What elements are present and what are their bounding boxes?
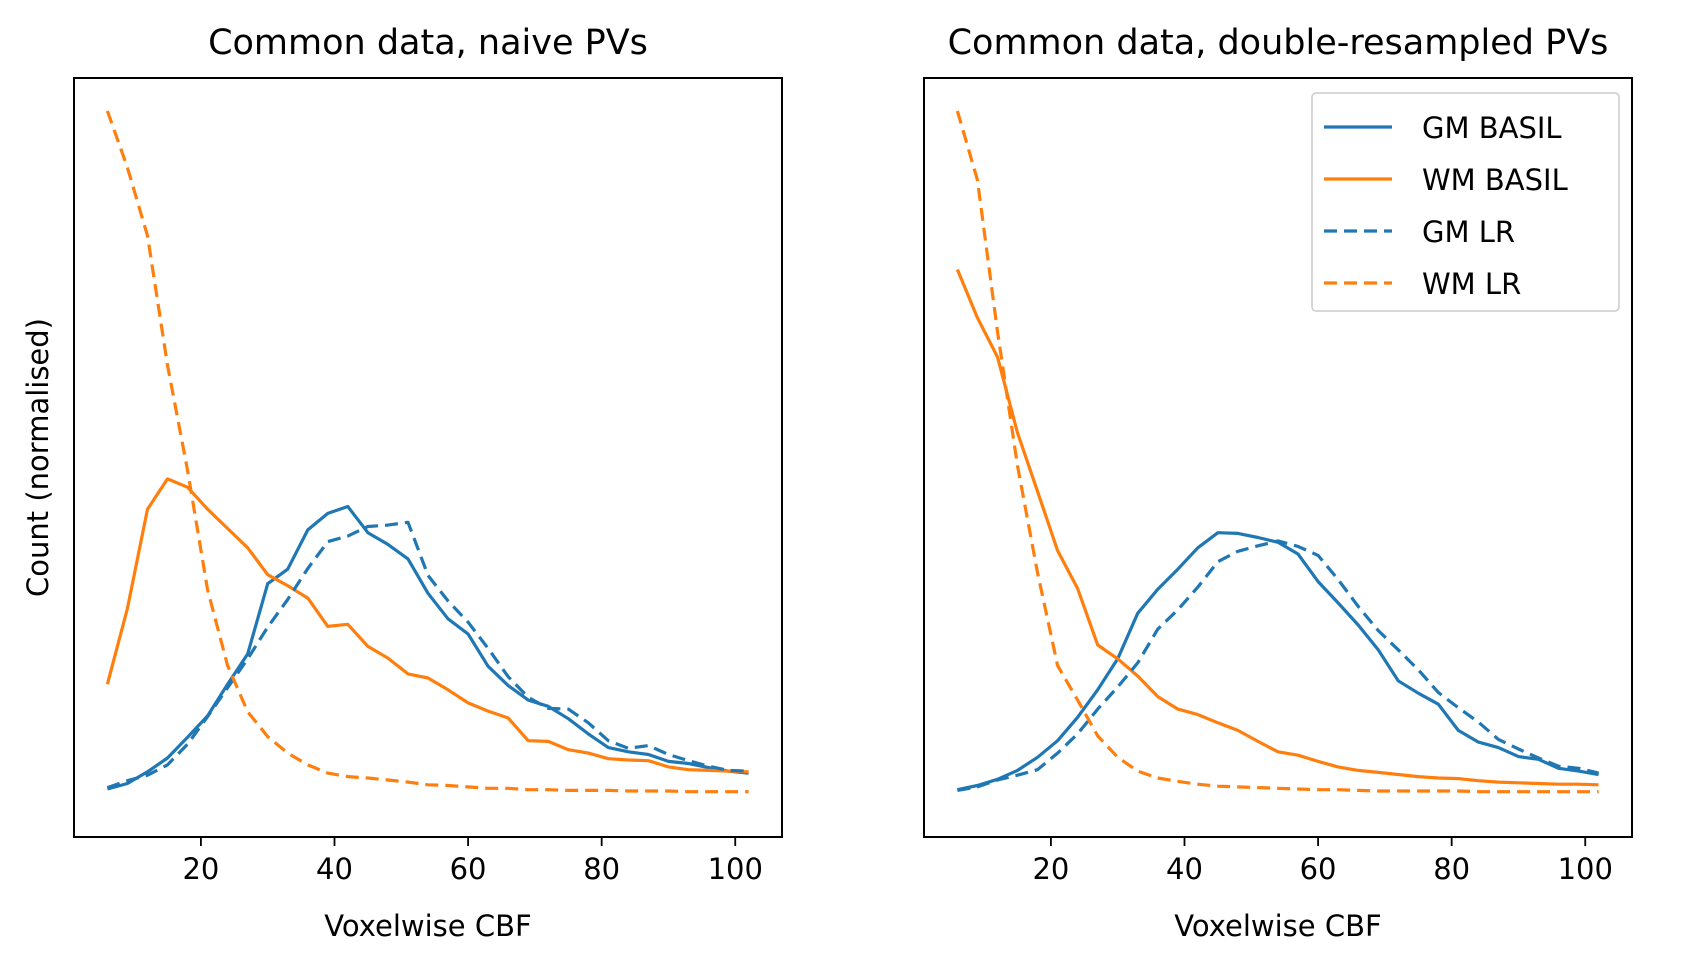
legend: GM BASIL WM BASIL GM LR WM LR	[1311, 92, 1620, 312]
series-line-wm-lr	[105, 110, 749, 794]
x-tick-label: 60	[450, 852, 487, 886]
legend-label: GM BASIL	[1422, 111, 1562, 145]
series-line-wm-basil	[105, 477, 749, 774]
legend-label: WM LR	[1422, 267, 1521, 301]
x-tick-label: 100	[1558, 852, 1613, 886]
chart-panel-double-resampled: 20 40 60 80 100 Common data, double-resampled…	[923, 23, 1633, 943]
x-tick-label: 40	[1166, 852, 1203, 886]
x-tick-label: 20	[182, 852, 219, 886]
plot-frame	[923, 77, 1633, 838]
chart-title: Common data, double-resampled PVs	[948, 23, 1609, 63]
x-tick-label: 100	[708, 852, 763, 886]
series-line-gm-lr	[957, 539, 1599, 792]
x-tick-label: 20	[1032, 852, 1069, 886]
y-axis-label: Count (normalised)	[21, 318, 55, 597]
x-axis-label: Voxelwise CBF	[324, 909, 531, 943]
chart-panel-naive: 20 40 60 80 100 Common data, naive PVs Voxelwi…	[21, 23, 783, 943]
x-tick-label: 80	[1433, 852, 1470, 886]
series-line-wm-basil	[955, 268, 1599, 787]
series-line-gm-lr	[106, 520, 749, 790]
series-group	[105, 110, 749, 794]
chart-title: Common data, naive PVs	[208, 23, 648, 63]
series-group	[955, 110, 1599, 794]
x-tick-label: 60	[1300, 852, 1337, 886]
x-tick-label: 40	[316, 852, 353, 886]
x-tick-label: 80	[583, 852, 620, 886]
x-axis-label: Voxelwise CBF	[1174, 909, 1381, 943]
series-line-wm-lr	[955, 110, 1599, 794]
plot-frame	[73, 77, 783, 838]
legend-label: GM LR	[1422, 215, 1515, 249]
legend-label: WM BASIL	[1422, 163, 1568, 197]
legend-box	[1311, 92, 1620, 312]
